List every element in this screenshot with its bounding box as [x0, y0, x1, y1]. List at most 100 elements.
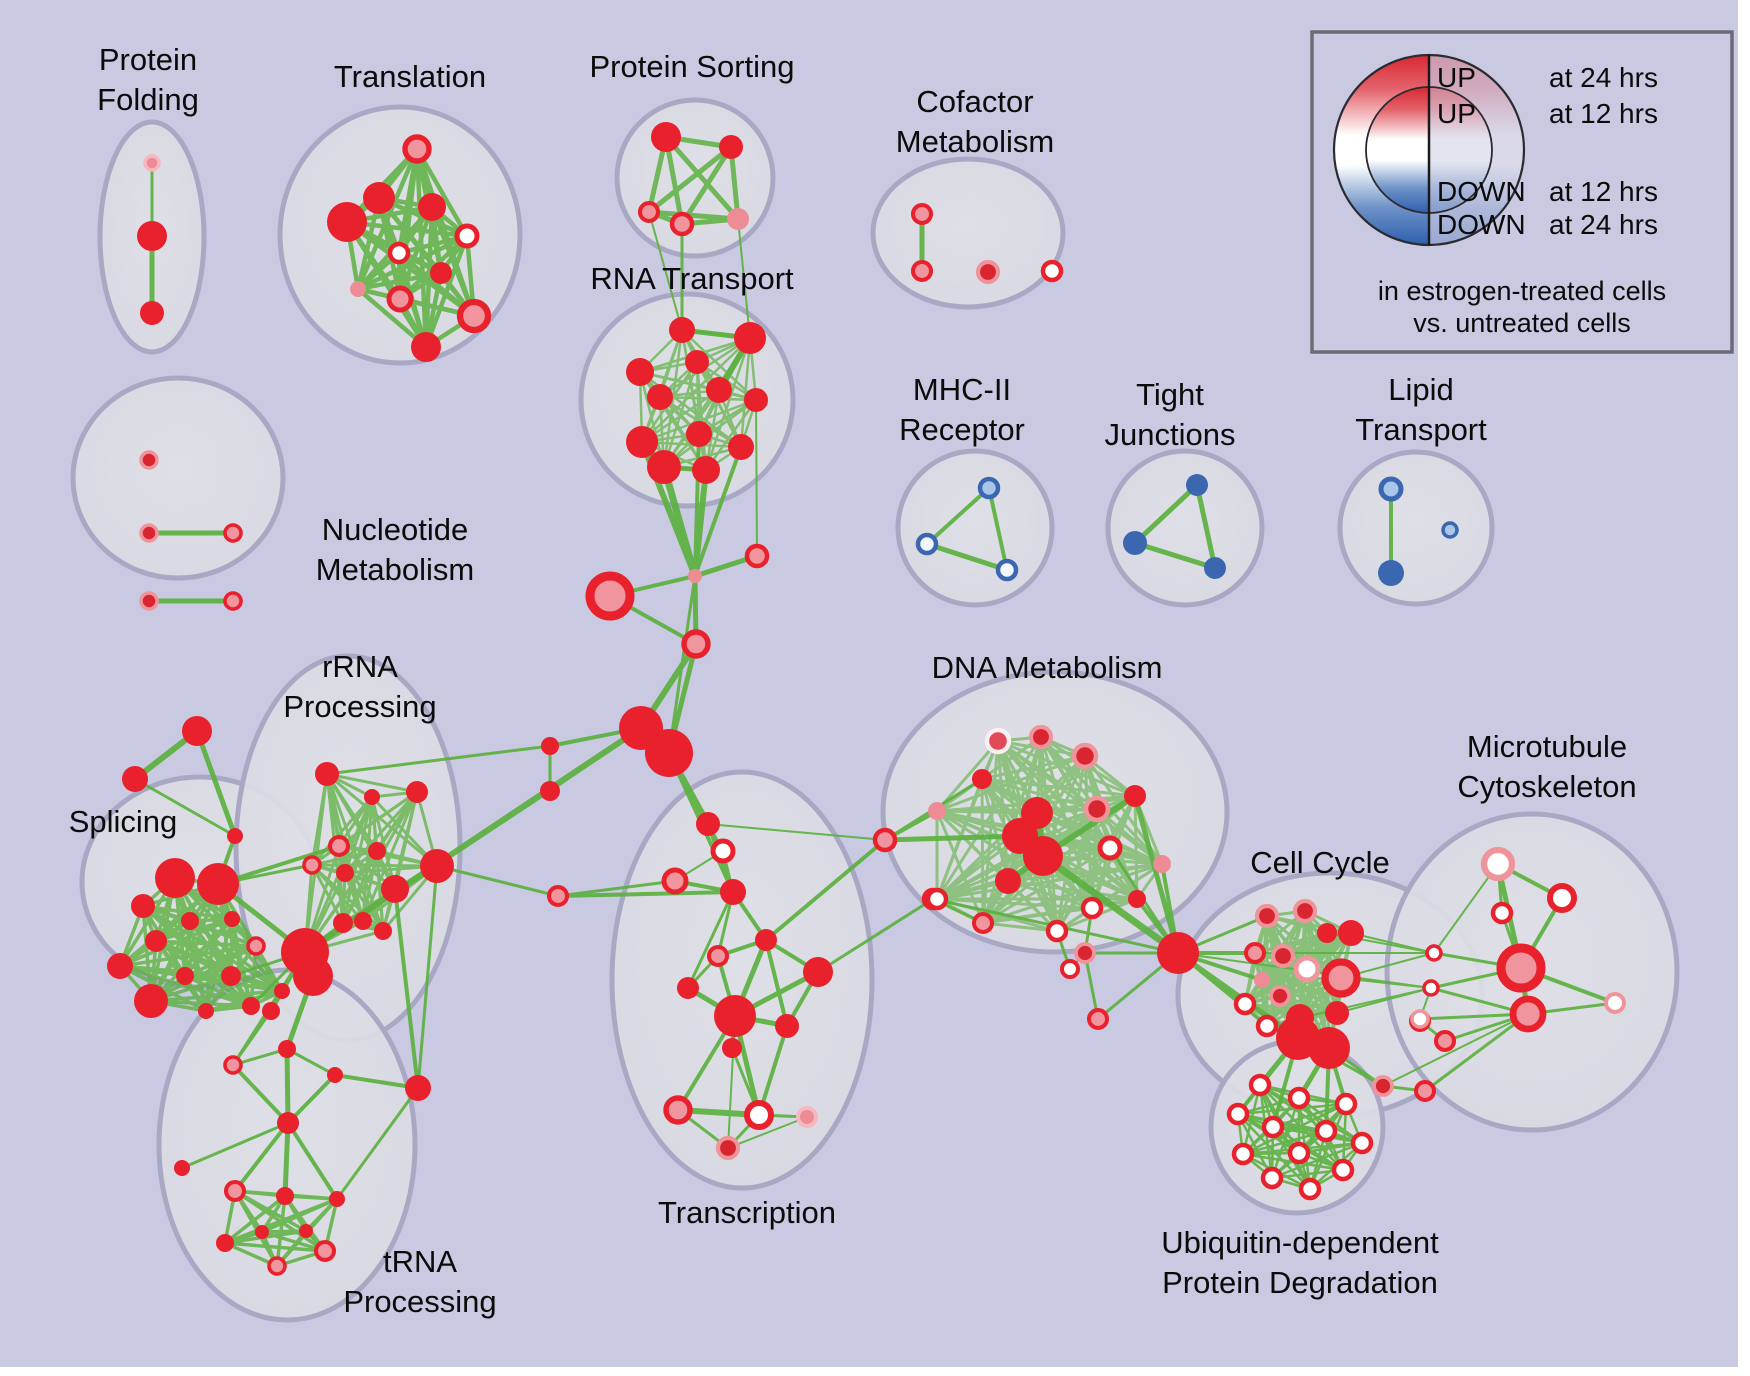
node-c4: [681, 629, 711, 659]
edge-cc15-m8: [1382, 1013, 1529, 1087]
edge-tj1-tj2: [1132, 482, 1200, 546]
node-c2: [688, 569, 702, 583]
node-tr1: [223, 1055, 243, 1075]
node-cc16: [1413, 1079, 1437, 1103]
legend-row-time-3: at 24 hrs: [1549, 209, 1658, 240]
node-sB: [540, 781, 560, 801]
edge: [337, 844, 385, 933]
edge: [1303, 909, 1339, 1015]
node-cc11: [1233, 992, 1257, 1016]
edge: [260, 1197, 339, 1234]
edge: [397, 204, 435, 302]
legend-caption-0: in estrogen-treated cells: [1378, 276, 1666, 306]
node-cc6: [1270, 943, 1296, 969]
node-r12: [728, 434, 754, 460]
node-cc10: [1269, 985, 1291, 1007]
node-tx2: [710, 838, 736, 864]
edge-tx14-tx15: [727, 1116, 808, 1149]
node-m6: [1422, 979, 1440, 997]
edge: [1260, 978, 1339, 1015]
node-t9: [386, 285, 414, 313]
node-m7: [1603, 991, 1627, 1015]
node-r1: [669, 317, 695, 343]
node-h6: [313, 1239, 337, 1263]
node-d8: [1023, 836, 1063, 876]
node-t6: [387, 241, 411, 265]
cluster-label-rrna-processing: rRNA: [322, 649, 398, 684]
node-st2: [122, 766, 148, 792]
node-cc1: [1254, 903, 1280, 929]
node-tx4: [720, 879, 746, 905]
node-tx9: [714, 995, 756, 1037]
node-cn1: [872, 827, 898, 853]
node-cc8: [1321, 958, 1361, 998]
edge: [325, 772, 439, 868]
edge: [154, 939, 258, 948]
node-t11: [411, 332, 441, 362]
edge-d21-d19: [1083, 951, 1100, 1021]
node-r2: [734, 322, 766, 354]
node-pf1: [143, 154, 161, 172]
node-d2: [1028, 724, 1054, 750]
edge-tx9-tx15: [727, 1015, 736, 1149]
cluster-label-trna-processing: tRNA: [383, 1244, 457, 1279]
edge-sp2-rr4: [216, 844, 341, 886]
node-d12: [1097, 835, 1123, 861]
edge-rr12-cn2: [435, 864, 560, 898]
node-cc23: [1308, 1027, 1350, 1069]
node-tj1: [1186, 474, 1208, 496]
node-r6: [647, 384, 673, 410]
edge-tr4-h3: [286, 1121, 339, 1201]
node-rr8: [381, 875, 409, 903]
node-cf3: [975, 259, 1001, 285]
edge: [663, 134, 741, 222]
edge-rr13-h3: [335, 1086, 420, 1201]
node-ps3: [637, 200, 661, 224]
node-cc4: [1338, 920, 1364, 946]
node-cf2: [910, 259, 934, 283]
edge: [640, 336, 752, 444]
node-h3: [329, 1191, 345, 1207]
node-u7: [1350, 1131, 1374, 1155]
cluster-ellipse-lipid-transport: [1337, 449, 1495, 607]
node-d5: [972, 769, 992, 789]
node-tr5: [174, 1160, 190, 1176]
node-tj2: [1123, 531, 1147, 555]
node-r4: [685, 350, 709, 374]
node-r5: [706, 377, 732, 403]
edge: [310, 863, 345, 925]
node-c1: [744, 543, 770, 569]
node-tr4: [277, 1112, 299, 1134]
node-c6: [645, 729, 693, 777]
node-r10: [647, 450, 681, 484]
node-u9: [1287, 1141, 1311, 1165]
edge: [981, 921, 1059, 933]
edge-mh2-mh3: [924, 541, 1010, 573]
edge: [429, 204, 477, 319]
edge-r10-c2: [660, 463, 699, 580]
node-u2: [1287, 1086, 1311, 1110]
node-n5: [223, 591, 243, 611]
node-c3: [585, 571, 635, 621]
mesh-4: [303, 772, 439, 954]
node-cc7: [1293, 955, 1321, 983]
node-rr1: [315, 762, 339, 786]
edge-tr2-tr4: [284, 1046, 291, 1126]
node-n3: [223, 523, 243, 543]
edge-ps3-r1: [648, 211, 683, 331]
node-rr14: [262, 1002, 280, 1020]
edge-mh1-mh3: [987, 486, 1009, 572]
node-ps4: [669, 211, 695, 237]
edge-r8-c2: [693, 432, 701, 578]
edge: [981, 862, 1164, 925]
edge: [935, 809, 985, 925]
node-st1: [182, 716, 212, 746]
cluster-label-transcription: Transcription: [658, 1195, 836, 1230]
node-mh1: [977, 476, 1001, 500]
node-sp4: [181, 912, 199, 930]
node-n4: [139, 591, 159, 611]
legend-row-label-1: UP: [1437, 98, 1476, 129]
cluster-ellipse-nucleotide-metabolism: [70, 375, 286, 581]
node-tx14: [795, 1105, 819, 1129]
edge-cc16-m8: [1423, 1012, 1530, 1093]
